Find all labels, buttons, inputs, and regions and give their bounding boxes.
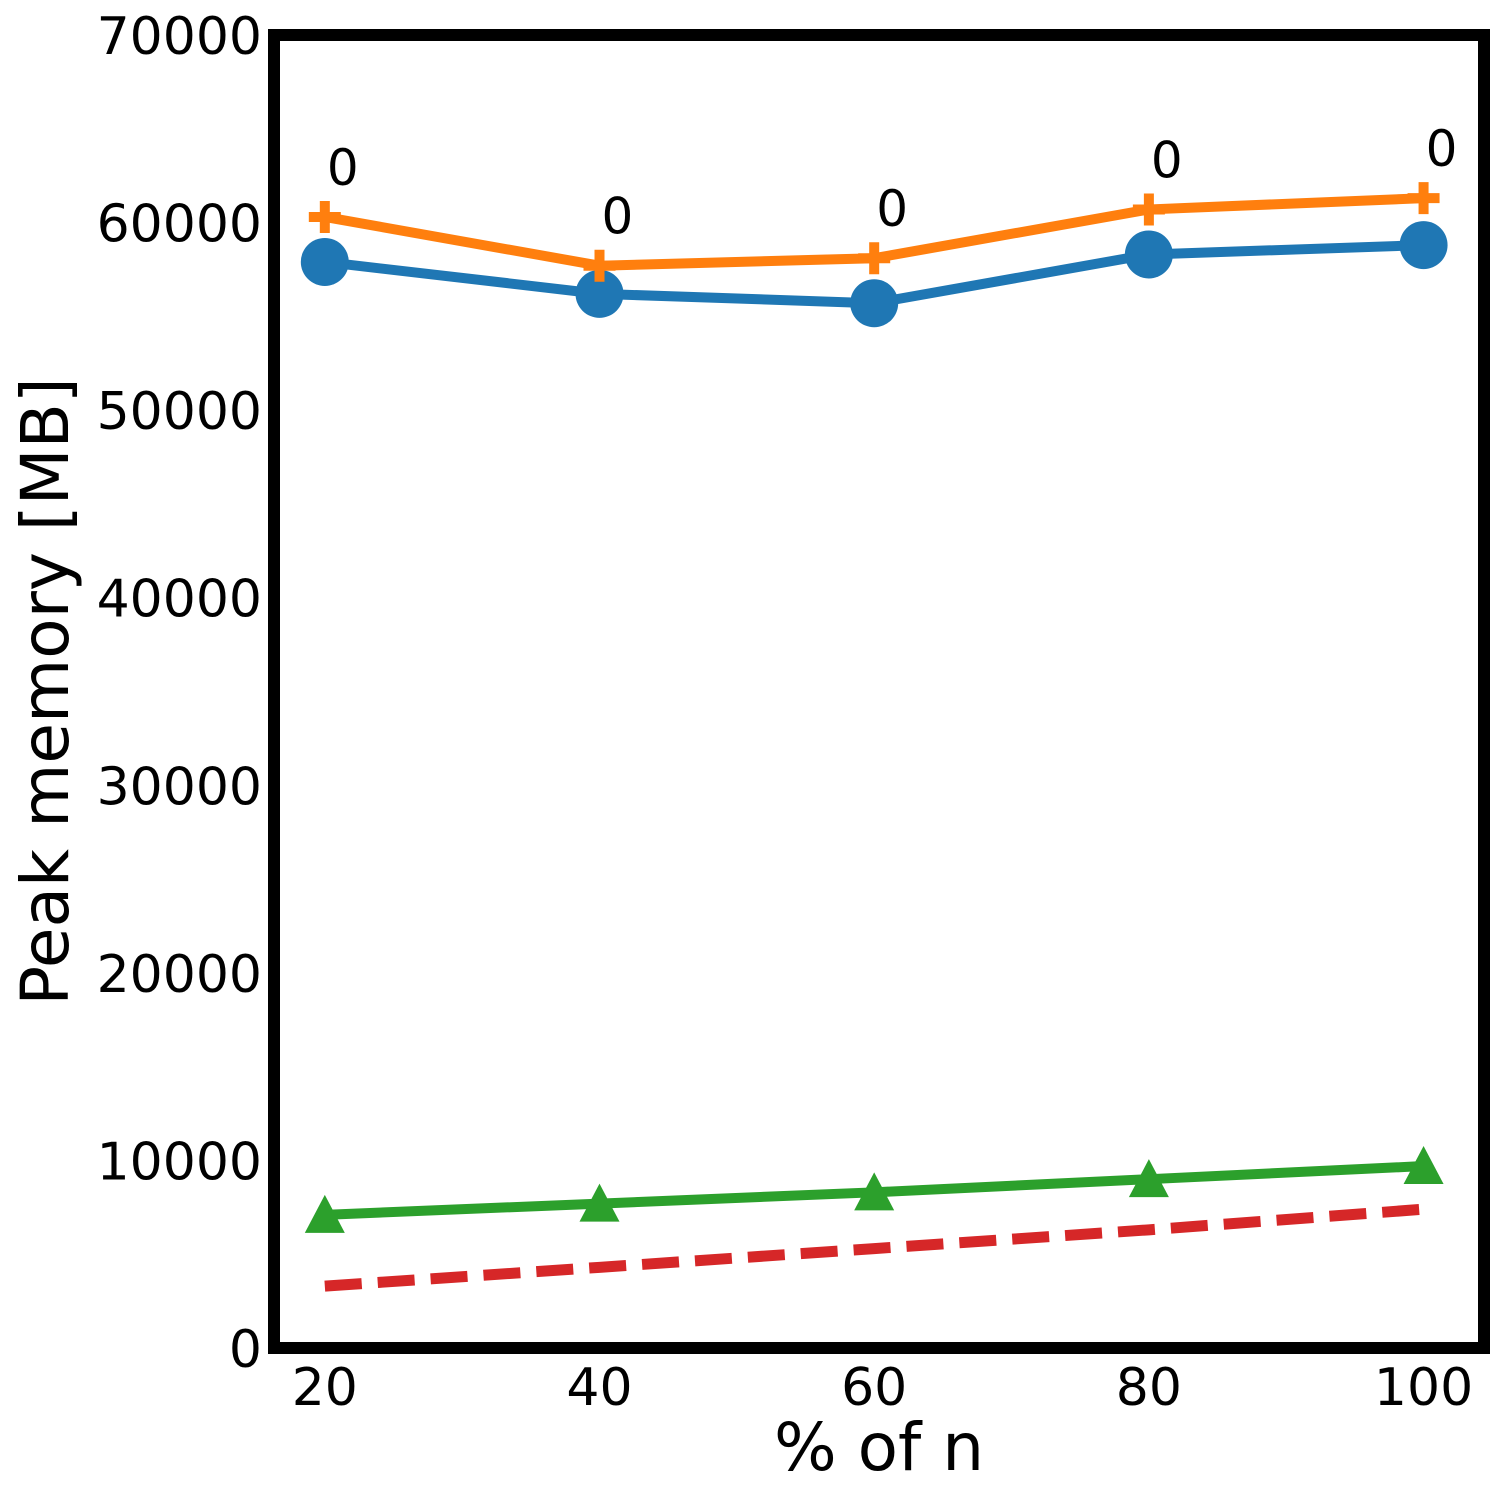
series-green-point-80 bbox=[1128, 1159, 1169, 1198]
x-tick-label-40: 40 bbox=[566, 1358, 632, 1418]
series-blue-point-100 bbox=[1399, 221, 1448, 270]
y-tick-label-40000: 40000 bbox=[97, 570, 262, 630]
series-red bbox=[324, 1203, 1424, 1292]
annotation-layer: 0 0 0 0 0 bbox=[327, 120, 1458, 246]
x-tick-labels: 20 40 60 80 100 bbox=[292, 1358, 1473, 1418]
x-tick-label-100: 100 bbox=[1374, 1358, 1473, 1418]
series-orange-annotation-20: 0 bbox=[327, 139, 359, 197]
series-orange-point-60 bbox=[858, 242, 891, 275]
series-blue-point-60 bbox=[850, 279, 899, 328]
y-axis-label: Peak memory [MB] bbox=[7, 377, 84, 1005]
x-tick-label-80: 80 bbox=[1116, 1358, 1182, 1418]
series-layer bbox=[300, 182, 1448, 1292]
x-tick-label-20: 20 bbox=[292, 1358, 358, 1418]
y-tick-label-50000: 50000 bbox=[97, 382, 262, 442]
series-blue-point-20 bbox=[300, 237, 349, 286]
series-orange-annotation-40: 0 bbox=[602, 188, 634, 246]
series-green-point-100 bbox=[1403, 1146, 1444, 1185]
y-tick-label-30000: 30000 bbox=[97, 757, 262, 817]
series-orange-point-40 bbox=[583, 249, 616, 282]
series-orange-point-20 bbox=[308, 200, 341, 233]
series-orange-annotation-60: 0 bbox=[876, 180, 908, 238]
y-tick-label-0: 0 bbox=[229, 1320, 262, 1380]
series-green bbox=[304, 1146, 1444, 1233]
series-blue-point-80 bbox=[1124, 230, 1173, 279]
series-orange-annotation-80: 0 bbox=[1151, 131, 1183, 189]
series-green-point-20 bbox=[304, 1194, 345, 1233]
y-tick-label-60000: 60000 bbox=[97, 195, 262, 255]
series-orange-point-80 bbox=[1132, 193, 1165, 226]
series-orange bbox=[308, 182, 1440, 282]
series-orange-point-100 bbox=[1407, 182, 1440, 215]
y-tick-label-20000: 20000 bbox=[97, 945, 262, 1005]
series-green-point-40 bbox=[579, 1183, 620, 1222]
x-tick-label-60: 60 bbox=[841, 1358, 907, 1418]
x-axis-label: % of n bbox=[774, 1409, 984, 1486]
y-tick-labels: 0 10000 20000 30000 40000 50000 60000 70000 bbox=[97, 7, 262, 1380]
series-blue-point-40 bbox=[575, 269, 624, 318]
series-green-point-60 bbox=[854, 1172, 895, 1211]
series-orange-annotation-100: 0 bbox=[1426, 120, 1458, 178]
y-tick-label-70000: 70000 bbox=[97, 7, 262, 67]
series-red-line bbox=[324, 1203, 1424, 1292]
plot-frame bbox=[268, 29, 1490, 1354]
series-blue bbox=[300, 221, 1448, 328]
y-tick-label-10000: 10000 bbox=[97, 1132, 262, 1192]
